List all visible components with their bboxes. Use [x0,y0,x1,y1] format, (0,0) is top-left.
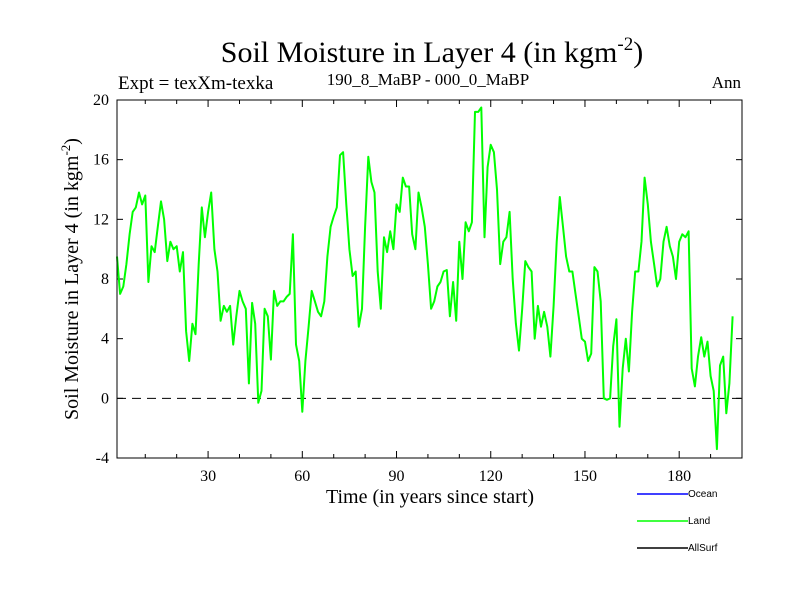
legend-ocean-label: Ocean [688,489,717,500]
y-tick-label: 12 [93,211,109,228]
y-axis-label: Soil Moisture in Layer 4 (in kgm-2) [58,138,83,420]
x-tick-label: 180 [667,468,691,485]
y-tick-label: 0 [101,390,109,407]
x-tick-label: 90 [389,468,405,485]
y-tick-group: -4 0 4 8 12 16 20 [93,92,742,467]
y-tick-label: 20 [93,92,109,109]
land-series-line [116,106,734,451]
legend-allsurf-label: AllSurf [688,543,718,554]
x-tick-group: 30 60 90 120 150 180 [144,100,712,485]
x-tick-label: 120 [479,468,503,485]
y-tick-label: 8 [101,271,109,288]
legend-land-label: Land [688,516,710,527]
season-label: Ann [712,73,742,92]
chart-subtitle: 190_8_MaBP - 000_0_MaBP [327,70,529,89]
plot-frame [116,99,743,459]
y-tick-label: 4 [101,331,109,348]
x-tick-label: 150 [573,468,597,485]
chart-title: Soil Moisture in Layer 4 (in kgm-2) [221,34,643,69]
y-tick-label: -4 [96,450,109,467]
x-axis-label: Time (in years since start) [326,486,534,508]
x-tick-label: 60 [294,468,310,485]
expt-label: Expt = texXm-texka [118,73,274,94]
x-tick-label: 30 [200,468,216,485]
legend: Ocean Land AllSurf [637,489,718,554]
y-tick-label: 16 [93,152,109,169]
